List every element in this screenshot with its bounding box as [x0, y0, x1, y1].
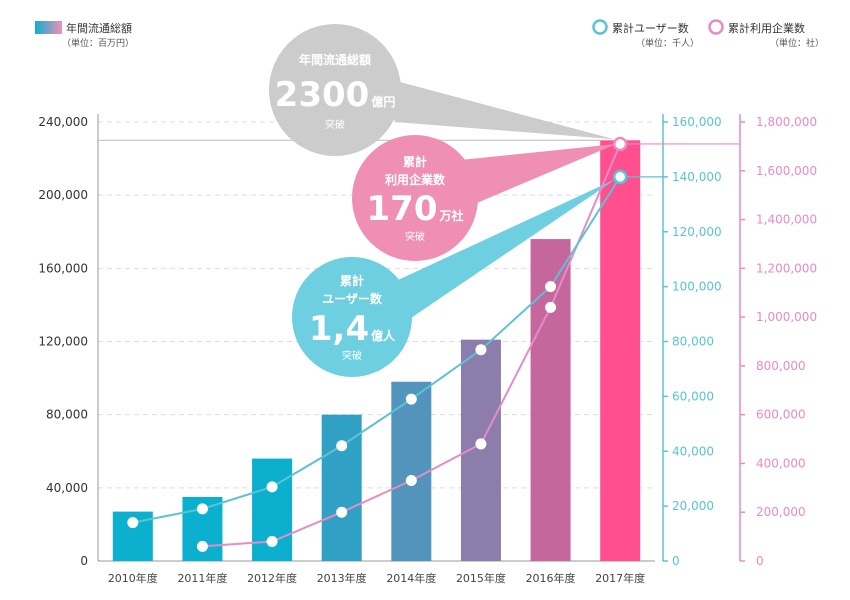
- callout-companies-pointer: [460, 143, 617, 205]
- callout-shapes: [98, 78, 740, 322]
- callout-users-value-line: 1,4 億人: [309, 309, 396, 349]
- legend-label-users: 累計ユーザー数: [612, 21, 689, 35]
- users-line: [132, 176, 622, 524]
- x-tick: 2010年度: [108, 571, 158, 585]
- callout-companies-label2: 利用企業数: [385, 172, 446, 187]
- users-point: [127, 517, 139, 529]
- y-tick-left: 160,000: [38, 261, 88, 275]
- callout-total: 年間流通総額 2300 億円 突破: [269, 24, 401, 156]
- y-tick-companies: 0: [756, 554, 764, 568]
- legend: 年間流通総額 （単位：百万円） 累計ユーザー数 （単位：千人） 累計利用企業数 …: [35, 19, 824, 49]
- users-point: [336, 440, 348, 452]
- x-tick: 2013年度: [317, 571, 367, 585]
- callout-users-suffix: 突破: [342, 349, 362, 362]
- callout-users-label1: 累計: [340, 273, 364, 288]
- companies-point: [266, 535, 278, 547]
- y-tick-users: 160,000: [672, 115, 722, 129]
- companies-point: [612, 136, 628, 152]
- callout-users-circle: [292, 257, 412, 377]
- bars: [112, 140, 641, 562]
- lines: [127, 136, 628, 552]
- companies-point: [336, 506, 348, 518]
- callout-total-value-line: 2300 億円: [275, 75, 396, 115]
- y-tick-companies: 600,000: [756, 408, 806, 422]
- legend-unit-companies: （単位：社）: [770, 37, 824, 49]
- y-tick-users: 80,000: [672, 335, 714, 349]
- y-tick-companies: 1,800,000: [756, 115, 817, 129]
- companies-point: [545, 301, 557, 313]
- users-point: [405, 393, 417, 405]
- x-tick: 2012年度: [247, 571, 297, 585]
- y-tick-left: 240,000: [38, 115, 88, 129]
- users-point: [266, 481, 278, 493]
- legend-swatch-users: [592, 19, 608, 35]
- y-tick-users: 60,000: [672, 389, 714, 403]
- callout-companies-circle: [352, 135, 478, 261]
- bar: [530, 239, 571, 562]
- callout-companies: 累計 利用企業数 170 万社 突破: [352, 135, 478, 261]
- companies-point: [196, 540, 208, 552]
- callout-users-value: 1,4: [309, 309, 369, 349]
- x-tick: 2014年度: [386, 571, 436, 585]
- bar: [600, 140, 641, 561]
- grid: [98, 121, 655, 489]
- x-tick: 2011年度: [177, 571, 227, 585]
- callout-total-suffix: 突破: [325, 118, 345, 131]
- callout-total-pointer: [385, 78, 615, 140]
- y-tick-companies: 1,600,000: [756, 164, 817, 178]
- y-tick-users: 120,000: [672, 225, 722, 239]
- users-point: [196, 503, 208, 515]
- y-tick-left: 0: [80, 554, 88, 568]
- legend-unit-users: （単位：千人）: [636, 37, 699, 49]
- callout-total-circle: [269, 24, 401, 156]
- y-tick-users: 140,000: [672, 170, 722, 184]
- users-point: [475, 344, 487, 356]
- y-tick-companies: 1,000,000: [756, 310, 817, 324]
- callout-users-pointer: [398, 178, 617, 322]
- legend-swatch-companies: [708, 19, 724, 35]
- y-tick-companies: 1,200,000: [756, 261, 817, 275]
- y-tick-companies: 800,000: [756, 359, 806, 373]
- callout-users: 累計 ユーザー数 1,4 億人 突破: [292, 257, 412, 377]
- bar: [391, 381, 432, 561]
- y-tick-companies: 400,000: [756, 456, 806, 470]
- callout-users-label2: ユーザー数: [322, 291, 383, 306]
- y-tick-left: 200,000: [38, 188, 88, 202]
- callout-total-value: 2300: [275, 75, 370, 115]
- legend-label-companies: 累計利用企業数: [728, 21, 805, 35]
- companies-point: [475, 438, 487, 450]
- x-tick: 2017年度: [595, 571, 645, 585]
- y-tick-left: 80,000: [46, 408, 88, 422]
- callout-companies-suffix: 突破: [405, 230, 425, 243]
- y-tick-users: 100,000: [672, 280, 722, 294]
- callout-companies-value: 170: [367, 189, 438, 229]
- companies-point: [405, 475, 417, 487]
- y-tick-left: 120,000: [38, 335, 88, 349]
- legend-unit-bar: （単位：百万円）: [62, 37, 134, 49]
- callout-companies-unit: 万社: [438, 208, 463, 223]
- y-tick-users: 0: [672, 554, 680, 568]
- callout-total-unit: 億円: [371, 94, 395, 109]
- users-point: [612, 169, 628, 185]
- legend-swatch-bar: [35, 21, 62, 34]
- callout-companies-value-line: 170 万社: [367, 189, 464, 229]
- x-tick: 2015年度: [456, 571, 506, 585]
- y-tick-users: 40,000: [672, 444, 714, 458]
- y-tick-left: 40,000: [46, 481, 88, 495]
- bar: [321, 414, 362, 561]
- callout-total-label: 年間流通総額: [299, 52, 371, 67]
- legend-label-bar: 年間流通総額: [66, 21, 132, 35]
- y-tick-users: 20,000: [672, 499, 714, 513]
- x-tick: 2016年度: [526, 571, 576, 585]
- y-tick-companies: 200,000: [756, 505, 806, 519]
- callout-companies-label1: 累計: [403, 154, 427, 169]
- y-tick-companies: 1,400,000: [756, 213, 817, 227]
- users-point: [545, 281, 557, 293]
- callout-users-unit: 億人: [371, 328, 396, 343]
